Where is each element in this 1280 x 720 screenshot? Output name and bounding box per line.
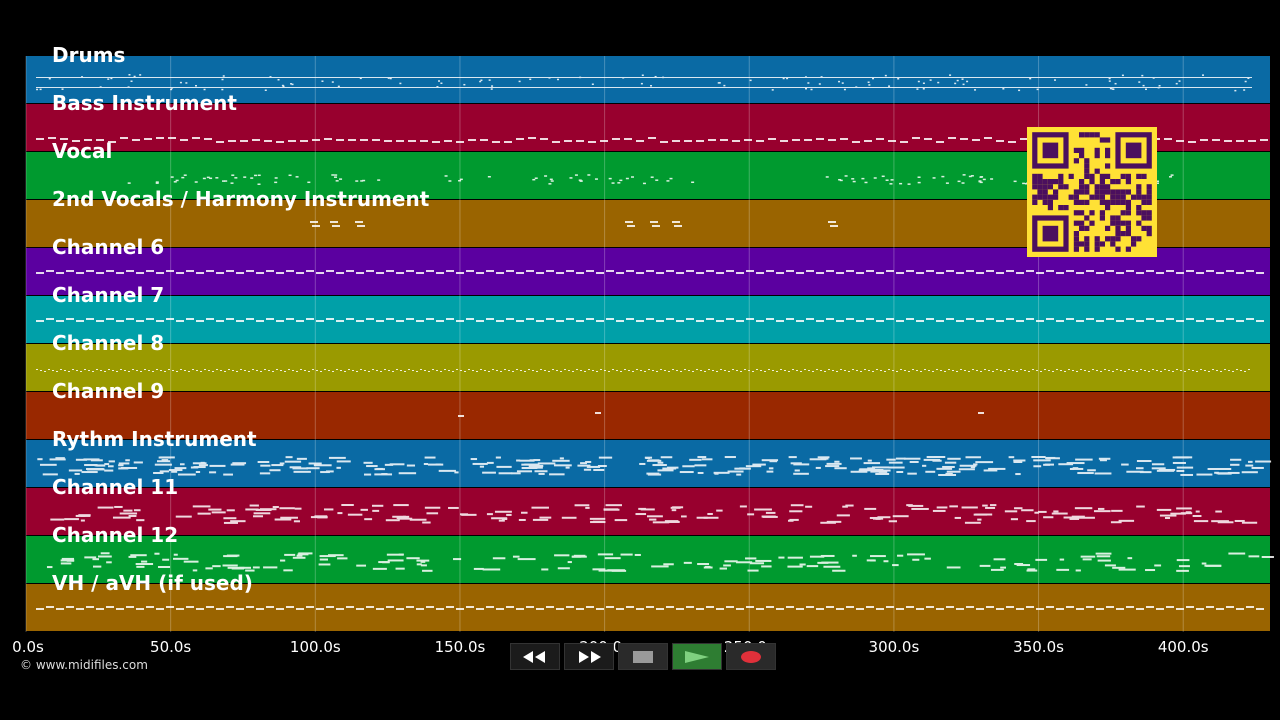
track-label: Channel 12	[52, 523, 179, 547]
rewind-icon	[523, 650, 545, 663]
rewind-button[interactable]	[510, 643, 560, 670]
time-tick-label: 0.0s	[12, 638, 44, 656]
time-tick-label: 300.0s	[868, 638, 920, 656]
track-label: Channel 7	[52, 283, 165, 307]
track-label: Vocal	[52, 139, 113, 163]
fast-forward-icon	[579, 650, 601, 663]
time-tick-label: 400.0s	[1157, 638, 1209, 656]
transport-controls	[510, 643, 776, 670]
track-notes	[36, 318, 1264, 322]
track-label: 2nd Vocals / Harmony Instrument	[52, 187, 430, 211]
track-notes	[37, 456, 1272, 476]
track-label: Bass Instrument	[52, 91, 237, 115]
fast-forward-button[interactable]	[564, 643, 614, 670]
qr-code	[1027, 127, 1157, 257]
play-button[interactable]	[672, 643, 722, 670]
track-label: Channel 6	[52, 235, 165, 259]
track-label: Channel 8	[52, 331, 165, 355]
track-label: VH / aVH (if used)	[52, 571, 253, 595]
record-icon	[741, 650, 761, 663]
track-notes	[36, 74, 1252, 92]
track-notes	[46, 552, 1274, 572]
track-lane	[26, 392, 1270, 439]
time-tick-label: 100.0s	[289, 638, 341, 656]
track-notes	[36, 606, 1264, 610]
time-tick-label: 150.0s	[434, 638, 486, 656]
record-button[interactable]	[726, 643, 776, 670]
track-lane	[26, 56, 1270, 103]
track-label: Rythm Instrument	[52, 427, 257, 451]
time-tick-label: 350.0s	[1013, 638, 1064, 656]
track-lane	[26, 488, 1270, 535]
track-lane	[26, 344, 1270, 391]
track-label: Drums	[52, 43, 126, 67]
time-tick-label: 50.0s	[150, 638, 192, 656]
track-label: Channel 11	[52, 475, 179, 499]
stop-button[interactable]	[618, 643, 668, 670]
track-notes	[458, 412, 984, 417]
track-notes	[50, 504, 1258, 524]
track-notes	[310, 221, 838, 227]
stop-icon	[633, 650, 653, 663]
track-label: Channel 9	[52, 379, 165, 403]
track-notes	[36, 369, 1250, 372]
copyright-text: © www.midifiles.com	[20, 658, 148, 672]
track-notes	[36, 270, 1264, 274]
play-icon	[685, 650, 709, 663]
